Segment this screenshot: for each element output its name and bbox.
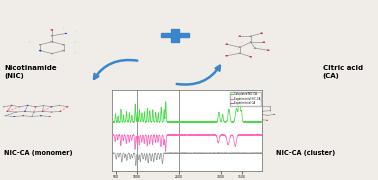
Circle shape	[51, 53, 53, 54]
Circle shape	[43, 105, 44, 106]
FancyBboxPatch shape	[161, 33, 189, 37]
Circle shape	[250, 56, 252, 57]
Circle shape	[51, 29, 53, 30]
Circle shape	[250, 36, 252, 37]
Circle shape	[259, 119, 260, 120]
Circle shape	[246, 114, 248, 115]
Circle shape	[234, 120, 235, 121]
Circle shape	[239, 36, 241, 37]
Circle shape	[22, 115, 24, 116]
Circle shape	[31, 116, 33, 117]
Circle shape	[266, 120, 268, 121]
Circle shape	[39, 44, 41, 45]
Circle shape	[65, 33, 67, 34]
Circle shape	[233, 114, 234, 115]
Circle shape	[260, 33, 263, 34]
Circle shape	[49, 116, 51, 117]
Circle shape	[6, 111, 8, 112]
Circle shape	[27, 105, 28, 106]
Circle shape	[263, 42, 265, 43]
Text: Citric acid
(CA): Citric acid (CA)	[323, 65, 363, 79]
Circle shape	[245, 111, 247, 112]
Circle shape	[51, 59, 53, 60]
Circle shape	[267, 115, 268, 116]
Circle shape	[239, 53, 241, 54]
Circle shape	[250, 42, 252, 43]
Circle shape	[237, 110, 239, 111]
Circle shape	[226, 44, 228, 45]
Circle shape	[274, 114, 275, 115]
Circle shape	[60, 111, 61, 112]
Circle shape	[51, 106, 52, 107]
Circle shape	[239, 47, 241, 48]
Circle shape	[59, 105, 60, 106]
Circle shape	[39, 50, 42, 51]
Circle shape	[67, 106, 68, 107]
Circle shape	[24, 111, 26, 112]
Circle shape	[262, 111, 263, 112]
Circle shape	[40, 115, 42, 116]
Text: NIC-CA (cluster): NIC-CA (cluster)	[276, 150, 335, 156]
Circle shape	[253, 115, 254, 116]
Circle shape	[250, 120, 252, 121]
Text: Nicotinamide
(NIC): Nicotinamide (NIC)	[5, 65, 57, 79]
Circle shape	[62, 44, 65, 45]
Circle shape	[226, 55, 228, 56]
Circle shape	[254, 110, 255, 111]
Text: NIC-CA (monomer): NIC-CA (monomer)	[5, 150, 73, 156]
Circle shape	[229, 111, 231, 112]
Circle shape	[14, 116, 15, 117]
Circle shape	[226, 115, 227, 116]
Circle shape	[11, 105, 12, 106]
Circle shape	[42, 111, 43, 112]
Circle shape	[51, 41, 53, 42]
Circle shape	[51, 35, 53, 36]
Circle shape	[270, 110, 271, 111]
Circle shape	[254, 48, 256, 49]
Circle shape	[35, 106, 36, 107]
Circle shape	[226, 119, 227, 120]
Circle shape	[242, 119, 243, 120]
Circle shape	[62, 50, 65, 51]
Circle shape	[5, 115, 6, 116]
Circle shape	[267, 50, 270, 51]
FancyBboxPatch shape	[171, 29, 179, 42]
Circle shape	[240, 115, 241, 116]
